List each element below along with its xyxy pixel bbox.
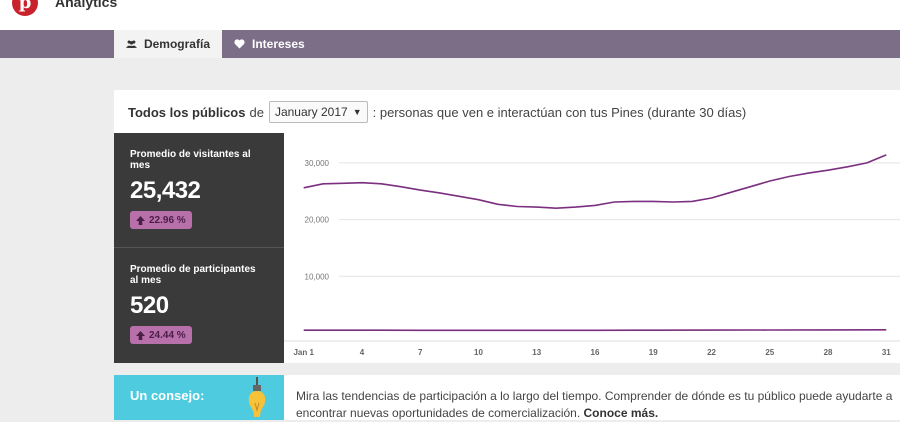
- app-title: Analytics: [55, 0, 118, 10]
- card-header: Todos los públicos de January 2017 ▼ : p…: [128, 101, 746, 123]
- tab-intereses[interactable]: Intereses: [222, 30, 317, 58]
- learn-more-link[interactable]: Conoce más.: [583, 406, 659, 420]
- y-tick-label: 30,000: [305, 159, 330, 168]
- series-line: [303, 329, 887, 332]
- x-tick-label: 7: [418, 348, 423, 357]
- x-tick-label: 31: [882, 348, 891, 357]
- tab-label: Intereses: [252, 37, 305, 51]
- stat-value: 520: [130, 292, 169, 319]
- tip-banner: Un consejo: Mira las tendencias de parti…: [114, 375, 900, 420]
- month-select[interactable]: January 2017 ▼: [268, 101, 368, 123]
- pinterest-logo[interactable]: p: [12, 0, 38, 16]
- y-tick-label: 20,000: [305, 216, 330, 225]
- x-tick-label: 16: [591, 348, 600, 357]
- top-bar: p Analytics: [0, 0, 900, 30]
- stat-visitors[interactable]: Promedio de visitantes al mes 25,432 22.…: [114, 133, 284, 248]
- heart-icon: [234, 39, 245, 49]
- arrow-up-icon: [136, 330, 145, 340]
- analytics-nav: Demografía Intereses: [0, 30, 900, 58]
- tab-label: Demografía: [143, 37, 210, 51]
- tip-label-panel: Un consejo:: [114, 375, 284, 420]
- line-chart-svg: 30,000 20,000 10,000 Jan 1 4 7 10 13 16 19 22 25 28 3…: [284, 154, 900, 357]
- x-tick-label: 25: [765, 348, 774, 357]
- lightbulb-icon: [248, 377, 266, 417]
- x-tick-label: 22: [707, 348, 716, 357]
- stats-panel: Promedio de visitantes al mes 25,432 22.…: [114, 133, 284, 363]
- change-value: 24.44 %: [149, 329, 186, 341]
- stat-value: 25,432: [130, 177, 201, 204]
- change-badge: 24.44 %: [130, 326, 192, 344]
- x-tick-label: 13: [532, 348, 541, 357]
- change-badge: 22.96 %: [130, 211, 192, 229]
- audience-label: Todos los públicos: [128, 104, 246, 120]
- people-icon: [126, 40, 137, 48]
- series-line: [303, 154, 887, 209]
- audience-card: Todos los públicos de January 2017 ▼ : p…: [114, 90, 900, 363]
- tip-body: Mira las tendencias de participación a l…: [296, 389, 893, 420]
- y-tick-label: 10,000: [305, 272, 330, 281]
- x-tick-label: 10: [474, 348, 483, 357]
- line-chart: 30,000 20,000 10,000 Jan 1 4 7 10 13 16 19 22 25 28 3…: [284, 133, 900, 363]
- tip-text: Mira las tendencias de participación a l…: [296, 388, 896, 422]
- header-description: : personas que ven e interactúan con tus…: [372, 104, 747, 120]
- tip-title: Un consejo:: [130, 388, 205, 403]
- caret-down-icon: ▼: [352, 107, 362, 117]
- arrow-up-icon: [136, 215, 145, 225]
- month-select-value: January 2017: [274, 105, 348, 119]
- stat-label: Promedio de participantes al mes: [130, 264, 256, 286]
- tab-demografia[interactable]: Demografía: [114, 30, 222, 58]
- x-tick-label: 28: [824, 348, 833, 357]
- x-tick-label: Jan 1: [293, 348, 314, 357]
- stat-participants[interactable]: Promedio de participantes al mes 520 24.…: [114, 248, 284, 362]
- x-tick-label: 4: [360, 348, 365, 357]
- change-value: 22.96 %: [149, 214, 186, 226]
- x-tick-label: 19: [649, 348, 658, 357]
- connector-text: de: [249, 104, 264, 120]
- stat-label: Promedio de visitantes al mes: [130, 149, 251, 171]
